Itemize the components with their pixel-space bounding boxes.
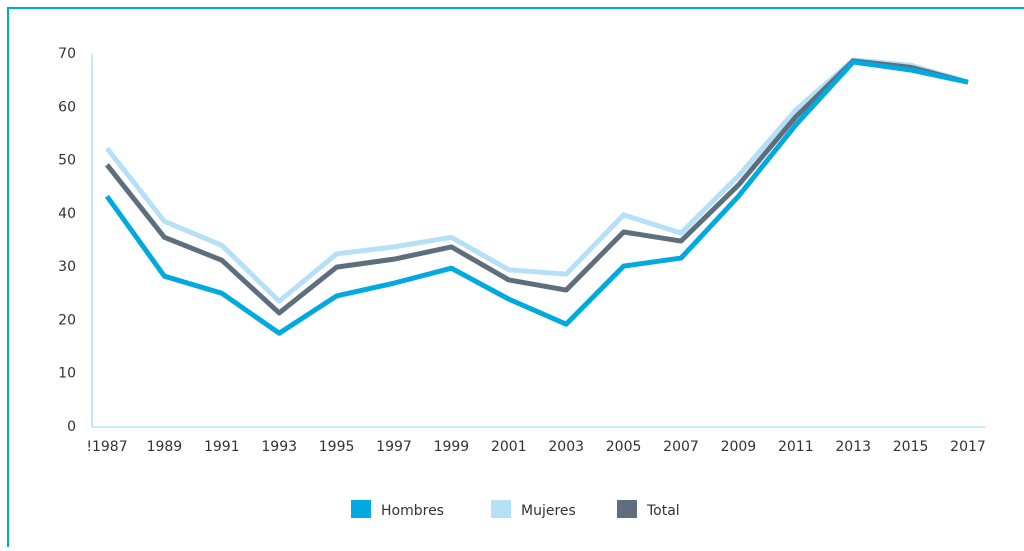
legend-label: Mujeres [521, 503, 576, 519]
x-tick-label: 2003 [548, 439, 584, 455]
x-tick-label: 1999 [434, 439, 470, 455]
x-tick-label: 1993 [261, 439, 297, 455]
x-tick-label: 2001 [491, 439, 527, 455]
x-tick-label: 2017 [950, 439, 986, 455]
y-tick-label: 30 [58, 259, 76, 275]
legend-label: Total [646, 503, 680, 519]
legend-label: Hombres [381, 503, 444, 519]
legend-swatch [491, 500, 511, 518]
legend-swatch [617, 500, 637, 518]
y-tick-label: 20 [58, 312, 76, 328]
legend-swatch [351, 500, 371, 518]
x-tick-label: !1987 [86, 439, 127, 455]
line-series [105, 57, 969, 304]
x-tick-label: 2013 [835, 439, 871, 455]
line-series [105, 58, 969, 316]
x-tick-label: 1989 [147, 439, 183, 455]
x-tick-label: 1997 [376, 439, 412, 455]
x-tick-label: 2015 [893, 439, 929, 455]
frame [7, 7, 1024, 551]
x-tick-label: 2009 [721, 439, 757, 455]
y-tick-label: 0 [67, 419, 76, 435]
y-tick-label: 40 [58, 206, 76, 222]
y-tick-label: 10 [58, 366, 76, 382]
x-tick-label: 2005 [606, 439, 642, 455]
y-tick-label: 70 [58, 46, 76, 62]
x-tick-label: 1995 [319, 439, 355, 455]
line-series [104, 59, 969, 336]
y-tick-label: 50 [58, 153, 76, 169]
x-tick-label: 2007 [663, 439, 699, 455]
y-tick-label: 60 [58, 99, 76, 115]
x-tick-label: 1991 [204, 439, 240, 455]
x-tick-label: 2011 [778, 439, 814, 455]
